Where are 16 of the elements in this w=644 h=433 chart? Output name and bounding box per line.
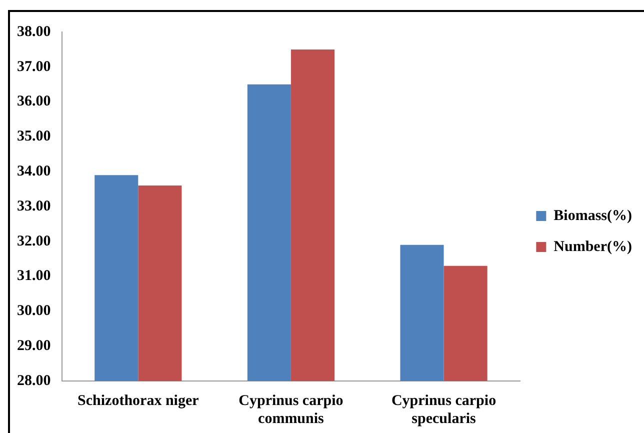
legend-label: Number(%): [554, 238, 632, 255]
y-tick-label: 34.00: [17, 163, 51, 180]
y-tick-label: 31.00: [17, 268, 51, 284]
y-tick-label: 32.00: [17, 233, 51, 250]
y-tick-label: 29.00: [17, 338, 51, 354]
y-tick-label: 38.00: [17, 24, 51, 40]
x-tick-label: Cyprinus carpio specularis: [391, 392, 496, 427]
y-tick-label: 28.00: [17, 372, 51, 389]
y-tick-label: 35.00: [17, 128, 51, 145]
y-tick-label: 37.00: [17, 58, 51, 75]
y-tick-label: 33.00: [17, 198, 51, 214]
y-tick-label: 36.00: [17, 94, 51, 110]
x-tick-label: Schizothorax niger: [78, 392, 200, 409]
legend-label: Biomass(%): [554, 208, 632, 224]
x-tick-label: Cyprinus carpio communis: [238, 392, 344, 427]
y-tick-label: 30.00: [17, 303, 51, 320]
